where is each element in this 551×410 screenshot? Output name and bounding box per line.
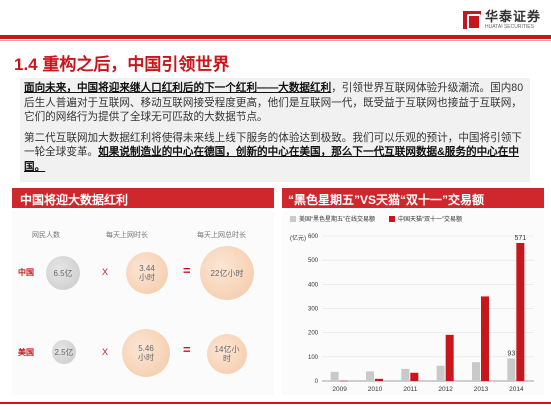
china-total-circle: 22亿小时: [200, 246, 254, 300]
x-tick-label: 2013: [474, 386, 489, 393]
sales-bar-chart: (亿元) 0 100 200 300 400 500 600 2009 2010 2011 2012 2…: [290, 234, 534, 393]
paragraph-1-text: ，引领世界互联网体验升级潮流。国内80后生人普遍对于互联网、移动互联网接受程度更…: [24, 82, 524, 124]
y-tick-label: 0: [315, 379, 319, 385]
big-data-panel: 网民人数 每天上网时长 每天上网总时长 中国 6.5亿 X 3.44 小时 = …: [12, 210, 274, 395]
y-axis-label: (亿元): [290, 234, 306, 242]
x-tick-label: 2012: [438, 386, 453, 393]
header-daily-hours: 每天上网时长: [106, 232, 148, 239]
paragraph-1: 面向未来，中国将迎来继人口红利后的下一个红利——大数据红利，引领世界互联网体验升…: [24, 81, 526, 125]
summary-text-box: 面向未来，中国将迎来继人口红利后的下一个红利——大数据红利，引领世界互联网体验升…: [20, 78, 530, 182]
legend-label-china: 中国天猫“双十一”交易额: [398, 217, 462, 223]
x-tick-label: 2009: [332, 386, 347, 393]
page-title: 1.4 重构之后，中国引领世界: [14, 55, 230, 74]
bar-china: [410, 372, 419, 381]
bar-usa: [436, 365, 445, 381]
paragraph-2-bold: 如果说制造业的中心在德国，创新的中心在美国，那么下一代互联网数据&服务的中心在中…: [24, 146, 519, 173]
bar-china: [516, 243, 525, 381]
y-tick-label: 400: [308, 282, 319, 288]
times-operator: X: [102, 347, 109, 357]
x-tick-label: 2011: [403, 386, 417, 393]
legend-swatch-china: [389, 215, 395, 222]
data-label: 93: [507, 351, 515, 358]
bar-china: [375, 378, 383, 381]
y-tick-label: 200: [308, 331, 319, 337]
bar-usa: [330, 371, 339, 381]
chart-legend: 美国“黑色星期五”在线交易额 中国天猫“双十一”交易额: [290, 214, 462, 223]
china-users-circle: 6.5亿: [46, 256, 80, 290]
y-tick-label: 600: [308, 234, 319, 240]
bar-usa: [366, 371, 374, 381]
header-rule: [0, 35, 551, 39]
bar-usa: [472, 362, 480, 381]
bar-china: [339, 380, 348, 382]
bar-china: [445, 334, 454, 381]
paragraph-1-bold: 面向未来，中国将迎来继人口红利后的下一个红利——大数据红利: [24, 82, 332, 94]
logo-name-cn: 华泰证券: [484, 9, 541, 24]
header-total-hours: 每天上网总时长: [197, 232, 246, 239]
country-label-usa: 美国: [18, 348, 34, 357]
y-tick-label: 500: [308, 258, 319, 264]
sales-chart-panel: [282, 210, 544, 395]
right-panel-title: “黑色星期五”VS天猫“双十一”交易额: [282, 188, 544, 208]
bar-usa: [507, 358, 516, 381]
footer-rule: [0, 402, 551, 404]
country-label-china: 中国: [18, 268, 34, 277]
usa-hours-circle: 5.46 小时: [122, 329, 170, 377]
x-tick-label: 2014: [509, 386, 524, 393]
equals-operator: =: [183, 263, 191, 278]
usa-total-circle: 14亿小 时: [207, 334, 247, 374]
x-tick-label: 2010: [368, 386, 383, 393]
equals-operator: =: [183, 342, 191, 357]
bar-usa: [401, 368, 410, 381]
usa-users-circle: 2.5亿: [52, 340, 76, 364]
y-tick-label: 300: [308, 307, 319, 313]
data-label: 571: [514, 235, 526, 242]
bar-china: [481, 296, 489, 381]
paragraph-2: 第二代互联网加大数据红利将使得未来线上线下服务的体验达到极致。我们可以乐观的预计…: [24, 131, 526, 175]
header-rule-thin: [0, 40, 551, 41]
legend-label-usa: 美国“黑色星期五”在线交易额: [299, 217, 375, 223]
paragraph-2-text: 第二代互联网加大数据红利将使得未来线上线下服务的体验达到极致。我们可以乐观的预计…: [24, 131, 522, 159]
legend-swatch-usa: [290, 215, 296, 222]
logo-mark-icon: [462, 11, 481, 30]
china-hours-circle: 3.44 小时: [126, 252, 168, 294]
logo-name-en: HUATAI SECURITIES: [484, 24, 534, 30]
header-users: 网民人数: [32, 232, 60, 239]
legend-item-china: 中国天猫“双十一”交易额: [389, 214, 462, 223]
left-panel-title: 中国将迎大数据红利: [12, 188, 274, 208]
company-logo: 华泰证券 HUATAI SECURITIES: [462, 6, 541, 34]
times-operator: X: [102, 267, 109, 277]
legend-item-usa: 美国“黑色星期五”在线交易额: [290, 214, 375, 223]
y-tick-label: 100: [308, 355, 319, 361]
